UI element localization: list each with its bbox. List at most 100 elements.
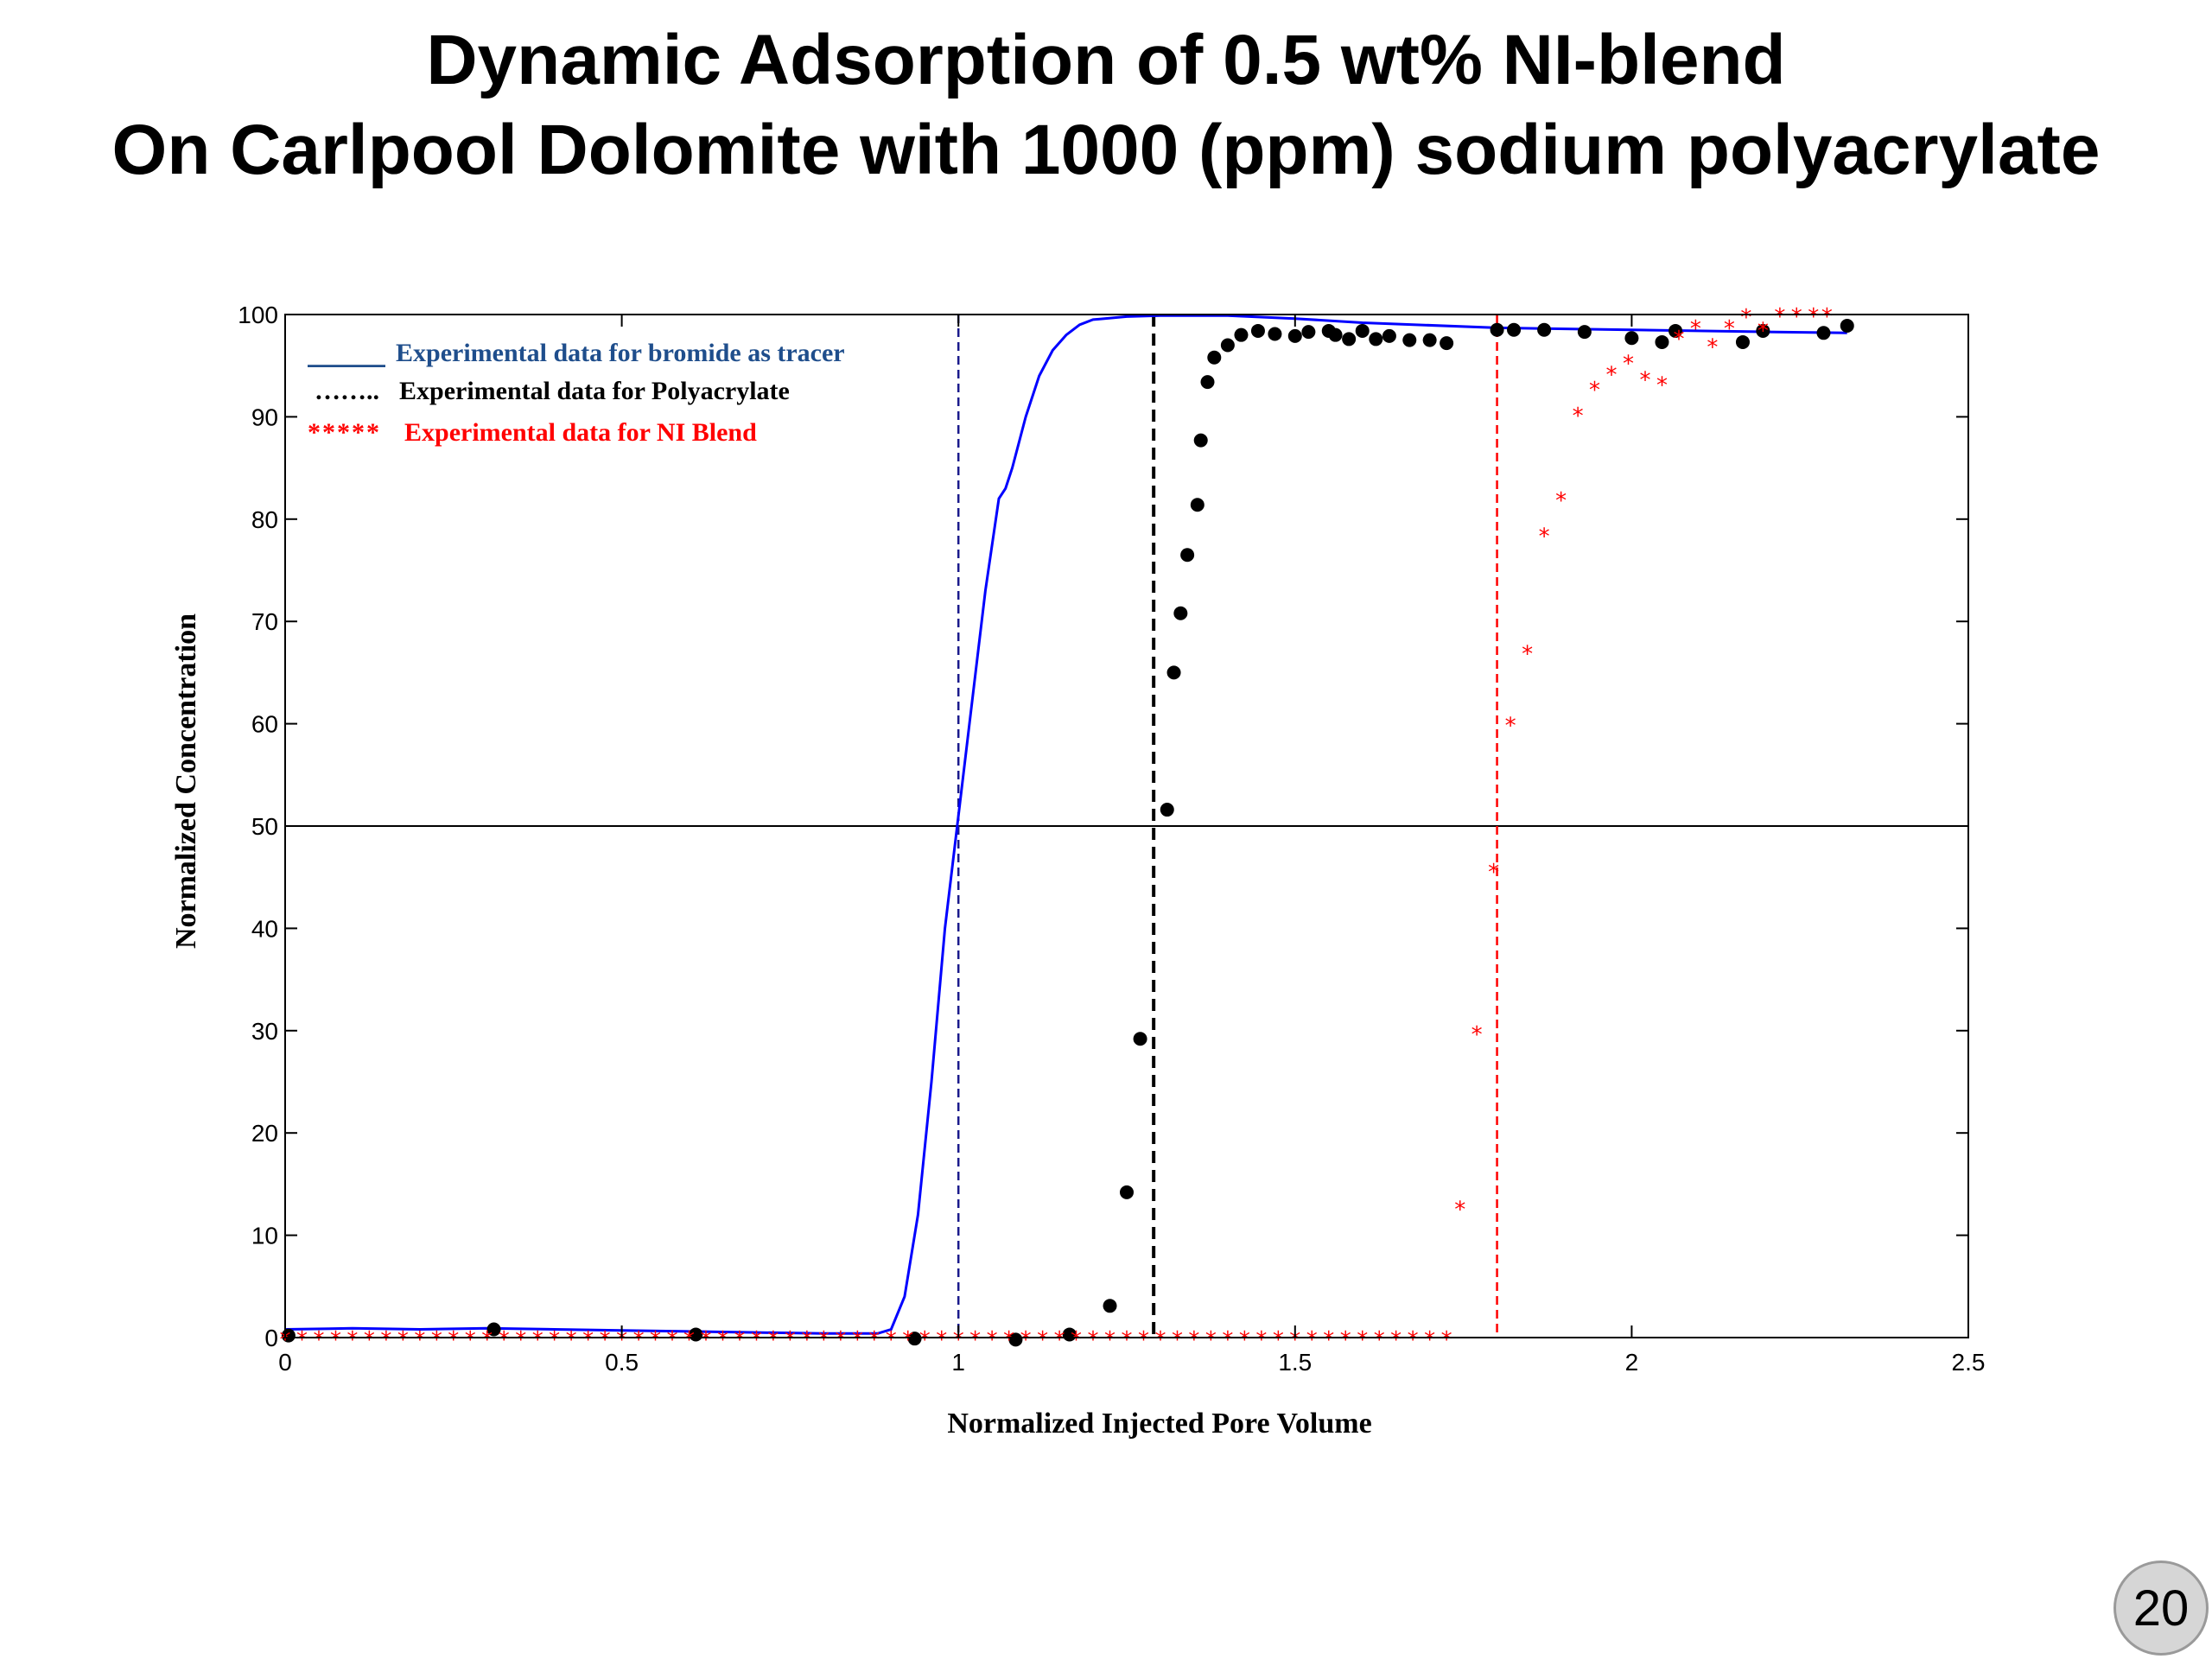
ni-blend-point: *: [1037, 1327, 1048, 1353]
y-tick-label: 100: [238, 302, 278, 328]
ni-blend-point: *: [1573, 404, 1584, 429]
polyacrylate-point: [1103, 1299, 1117, 1313]
polyacrylate-point: [1507, 322, 1522, 337]
ni-blend-point: *: [1606, 362, 1618, 388]
ni-blend-point: *: [1441, 1327, 1452, 1353]
polyacrylate-point: [1328, 327, 1343, 342]
y-tick-label: 70: [251, 608, 278, 635]
ni-blend-point: *: [566, 1327, 577, 1353]
ni-blend-point: *: [1289, 1327, 1300, 1353]
ni-blend-point: *: [1020, 1327, 1032, 1353]
ni-blend-point: *: [600, 1327, 611, 1353]
y-tick-label: 80: [251, 506, 278, 533]
y-tick-label: 90: [251, 404, 278, 430]
ni-blend-point: *: [1522, 642, 1533, 668]
polyacrylate-series: [281, 319, 1854, 1347]
polyacrylate-point: [1120, 1185, 1134, 1199]
ni-blend-point: *: [1340, 1327, 1351, 1353]
ni-blend-point: *: [969, 1327, 981, 1353]
polyacrylate-point: [1342, 332, 1357, 346]
x-tick-label: 1.5: [1278, 1349, 1312, 1376]
y-tick-label: 30: [251, 1018, 278, 1045]
ni-blend-point: *: [1323, 1327, 1334, 1353]
y-tick-label: 20: [251, 1120, 278, 1147]
ni-blend-point: *: [902, 1327, 913, 1353]
ni-blend-point: *: [734, 1327, 745, 1353]
ni-blend-point: *: [1390, 1327, 1402, 1353]
tracer-series: [284, 314, 1847, 1335]
ni-blend-point: *: [1673, 327, 1684, 353]
polyacrylate-point: [1268, 327, 1282, 341]
y-axis-label: Normalized Concentration: [170, 613, 202, 949]
polyacrylate-point: [1207, 350, 1222, 365]
polyacrylate-point: [1190, 498, 1205, 512]
polyacrylate-point: [1180, 548, 1195, 563]
ni-blend-point: *: [1306, 1327, 1318, 1353]
ni-blend-point: *: [633, 1327, 645, 1353]
ni-blend-point: *: [701, 1327, 712, 1353]
ni-blend-point: *: [532, 1327, 543, 1353]
ni-blend-point: *: [936, 1327, 947, 1353]
ni-blend-point: *: [1454, 1198, 1465, 1224]
ni-blend-point: *: [886, 1327, 897, 1353]
polyacrylate-point: [1816, 326, 1831, 340]
polyacrylate-point: [486, 1322, 501, 1337]
ni-blend-point: *: [280, 1327, 291, 1353]
polyacrylate-point: [1655, 334, 1669, 349]
ni-blend-point: *: [1740, 305, 1751, 331]
polyacrylate-point: [1624, 331, 1639, 346]
ni-blend-point: *: [1758, 319, 1769, 345]
ni-blend-point: *: [852, 1327, 863, 1353]
polyacrylate-point: [1133, 1032, 1147, 1046]
polyacrylate-point: [1669, 323, 1683, 338]
polyacrylate-point: [1577, 325, 1592, 340]
legend: ______ Experimental data for bromide as …: [308, 338, 845, 447]
ni-blend-point: *: [868, 1327, 880, 1353]
legend-label-ni-blend: Experimental data for NI Blend: [404, 418, 757, 447]
axis-ticks: 0 0.5 1 1.5 2 2.5 0 10 20 30 40 50 60 70 80 90 100: [238, 302, 1985, 1376]
ni-blend-point: *: [431, 1327, 442, 1353]
ni-blend-point: *: [380, 1327, 391, 1353]
ni-blend-point: *: [448, 1327, 459, 1353]
x-axis-label: Normalized Injected Pore Volume: [947, 1408, 1371, 1440]
ni-blend-point: *: [1488, 860, 1499, 886]
ni-blend-point: *: [785, 1327, 796, 1353]
ni-blend-point: *: [364, 1327, 375, 1353]
ni-blend-point: *: [1205, 1327, 1217, 1353]
ni-blend-point: *: [818, 1327, 830, 1353]
ni-blend-point: *: [346, 1327, 358, 1353]
ni-blend-point: *: [515, 1327, 526, 1353]
ni-blend-point: *: [801, 1327, 812, 1353]
polyacrylate-point: [1402, 333, 1417, 347]
y-tick-label: 10: [251, 1223, 278, 1249]
polyacrylate-point: [1382, 328, 1396, 343]
polyacrylate-point: [1220, 338, 1235, 353]
ni-blend-point: *: [1255, 1327, 1267, 1353]
ni-blend-point: *: [953, 1327, 964, 1353]
ni-blend-point: *: [1104, 1327, 1116, 1353]
ni-blend-point: *: [1172, 1327, 1183, 1353]
x-tick-label: 0: [278, 1349, 292, 1376]
ni-blend-point: *: [313, 1327, 324, 1353]
tracer-line: [284, 314, 1847, 1335]
ni-blend-point: *: [667, 1327, 678, 1353]
ni-blend-point: *: [549, 1327, 560, 1353]
polyacrylate-point: [1200, 375, 1215, 390]
ni-blend-point: *: [650, 1327, 661, 1353]
legend-label-polyacrylate: Experimental data for Polyacrylate: [399, 377, 790, 405]
slide-title-line-1: Dynamic Adsorption of 0.5 wt% NI-blend: [426, 21, 1786, 99]
ni-blend-series: * * * * * * * * * * * * * * * * * * * * * * * * * * * * * * * * * * * * * * * *…: [280, 304, 1833, 1353]
ni-blend-point: *: [1707, 335, 1718, 361]
polyacrylate-point: [1537, 322, 1552, 337]
polyacrylate-point: [1160, 803, 1174, 817]
ni-blend-point: *: [1539, 524, 1550, 550]
ni-blend-point: *: [1623, 351, 1634, 377]
ni-blend-point: *: [1088, 1327, 1099, 1353]
polyacrylate-point: [1369, 332, 1383, 346]
ni-blend-point: *: [1154, 1327, 1166, 1353]
ni-blend-point: *: [1724, 316, 1735, 342]
ni-blend-point: *: [1690, 316, 1701, 342]
ni-blend-point: *: [582, 1327, 594, 1353]
ni-blend-point: *: [1808, 304, 1819, 330]
